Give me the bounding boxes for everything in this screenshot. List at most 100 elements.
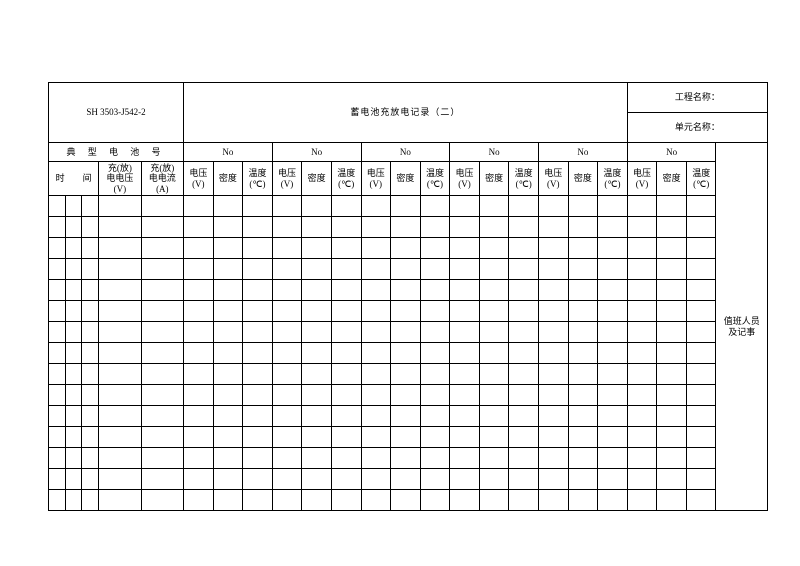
- cell: [272, 301, 302, 322]
- cell: [82, 490, 99, 511]
- cell: [686, 238, 716, 259]
- battery-no-header: No: [627, 143, 716, 162]
- battery-type-header: 典 型 电 池 号: [49, 143, 184, 162]
- cell: [184, 280, 214, 301]
- density-header: 密度: [568, 162, 598, 196]
- cell: [361, 217, 391, 238]
- cell: [361, 301, 391, 322]
- cell: [184, 469, 214, 490]
- cell: [627, 469, 657, 490]
- cell: [420, 406, 450, 427]
- duty-notes-header: 值班人员及记事: [716, 143, 768, 511]
- cell: [361, 469, 391, 490]
- table-row: [49, 343, 768, 364]
- cell: [141, 280, 183, 301]
- cell: [538, 196, 568, 217]
- temperature-header: 温度(℃): [420, 162, 450, 196]
- cell: [213, 406, 243, 427]
- density-header: 密度: [657, 162, 687, 196]
- cell: [243, 259, 273, 280]
- cell: [450, 385, 480, 406]
- cell: [272, 427, 302, 448]
- cell: [243, 427, 273, 448]
- voltage-header: 电压(V): [627, 162, 657, 196]
- cell: [49, 343, 66, 364]
- cell: [627, 259, 657, 280]
- cell: [302, 259, 332, 280]
- cell: [509, 238, 539, 259]
- cell: [49, 238, 66, 259]
- cell: [272, 385, 302, 406]
- cell: [391, 238, 421, 259]
- temperature-header: 温度(℃): [686, 162, 716, 196]
- cell: [568, 364, 598, 385]
- cell: [49, 322, 66, 343]
- cell: [391, 385, 421, 406]
- cell: [272, 364, 302, 385]
- cell: [686, 364, 716, 385]
- battery-no-header: No: [450, 143, 539, 162]
- cell: [391, 196, 421, 217]
- cell: [65, 490, 82, 511]
- cell: [538, 238, 568, 259]
- cell: [420, 280, 450, 301]
- cell: [141, 364, 183, 385]
- cell: [598, 448, 628, 469]
- cell: [272, 238, 302, 259]
- cell: [141, 217, 183, 238]
- cell: [243, 385, 273, 406]
- cell: [598, 469, 628, 490]
- cell: [450, 469, 480, 490]
- cell: [568, 322, 598, 343]
- cell: [450, 196, 480, 217]
- cell: [272, 259, 302, 280]
- cell: [420, 196, 450, 217]
- cell: [538, 280, 568, 301]
- cell: [509, 448, 539, 469]
- cell: [568, 427, 598, 448]
- cell: [450, 301, 480, 322]
- cell: [479, 196, 509, 217]
- table-row: [49, 448, 768, 469]
- cell: [82, 406, 99, 427]
- cell: [82, 385, 99, 406]
- cell: [331, 469, 361, 490]
- cell: [184, 427, 214, 448]
- cell: [243, 196, 273, 217]
- cell: [361, 343, 391, 364]
- table-row: [49, 427, 768, 448]
- cell: [99, 427, 141, 448]
- cell: [450, 343, 480, 364]
- density-header: 密度: [479, 162, 509, 196]
- cell: [243, 322, 273, 343]
- cell: [509, 196, 539, 217]
- cell: [686, 280, 716, 301]
- cell: [627, 238, 657, 259]
- cell: [686, 343, 716, 364]
- cell: [141, 301, 183, 322]
- table-row: [49, 385, 768, 406]
- cell: [82, 217, 99, 238]
- cell: [213, 469, 243, 490]
- cell: [49, 280, 66, 301]
- cell: [243, 448, 273, 469]
- table-row: [49, 259, 768, 280]
- cell: [82, 196, 99, 217]
- form-code: SH 3503-J542-2: [49, 83, 184, 143]
- cell: [568, 217, 598, 238]
- cell: [598, 343, 628, 364]
- cell: [479, 448, 509, 469]
- cell: [99, 217, 141, 238]
- cell: [538, 301, 568, 322]
- cell: [141, 238, 183, 259]
- cell: [302, 406, 332, 427]
- cell: [627, 217, 657, 238]
- cell: [479, 385, 509, 406]
- cell: [479, 469, 509, 490]
- cell: [627, 364, 657, 385]
- cell: [331, 280, 361, 301]
- cell: [141, 259, 183, 280]
- cell: [420, 343, 450, 364]
- cell: [99, 343, 141, 364]
- cell: [184, 385, 214, 406]
